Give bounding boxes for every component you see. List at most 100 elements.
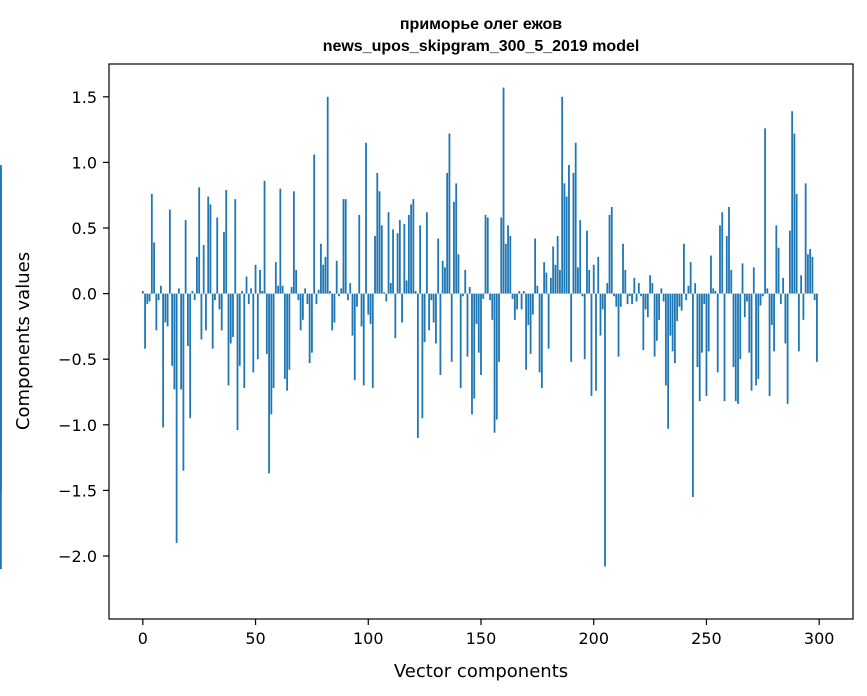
bar [701,293,703,353]
bar [588,269,591,294]
bar [671,293,674,352]
bar [809,249,812,294]
chart-title: приморье олег ежов [400,16,562,33]
bar [604,293,606,567]
bar [421,293,424,419]
bar [586,230,588,294]
x-tick-label: 250 [691,629,722,648]
bar [752,267,755,294]
bar [0,293,2,394]
bar [308,293,311,364]
bar [371,293,374,389]
y-tick-label: −1.0 [58,416,97,435]
bar [340,288,343,294]
bar [342,199,345,294]
bar [144,293,146,349]
bar [265,293,268,354]
bar [734,293,737,402]
bar [797,293,800,352]
bar [286,293,289,391]
bar [689,262,692,294]
bar [556,235,559,294]
bar [155,293,158,331]
bar [802,293,805,320]
bar [716,293,719,373]
bar [678,293,681,307]
bar [238,293,241,366]
x-axis-label: Vector components [394,661,568,682]
bar [653,293,656,357]
bar [270,293,273,415]
bar [292,191,295,294]
bar [683,243,685,294]
bar [595,293,597,391]
bar [773,293,775,352]
bar [141,290,144,294]
bar [299,293,302,331]
bar [374,235,376,294]
bar [444,267,446,294]
bar [642,293,645,351]
bar [425,212,428,294]
bar [692,293,694,497]
bar [423,293,426,343]
bar [739,293,742,360]
bar [437,238,440,294]
bar [326,96,329,294]
bar [484,214,487,294]
bar [644,293,647,310]
bar [601,293,604,310]
bar [547,293,550,349]
bar [540,293,543,389]
bar [320,243,322,294]
bar [207,196,210,294]
bar [811,256,814,294]
x-tick-label: 200 [578,629,609,648]
y-axis-label: Components values [13,252,34,430]
x-tick-label: 150 [466,629,497,648]
bar [516,293,518,310]
bar [755,293,757,386]
bar [696,293,699,368]
bar [640,293,642,297]
bar [331,293,334,331]
bar [450,293,453,362]
bar [525,293,527,370]
bar [477,293,480,353]
bar [779,293,782,305]
bar [552,246,555,294]
bar [687,285,690,294]
bar [200,293,203,340]
bars-group [0,87,818,570]
bar [471,293,473,415]
bar [187,293,189,347]
bar [633,277,636,294]
bar [590,293,593,396]
bar [622,243,624,294]
bar [448,133,451,294]
bar [714,290,717,294]
bar [281,285,284,294]
bar [277,285,279,294]
bar [401,293,403,323]
bar [637,283,640,294]
bar [757,293,760,379]
bar [606,283,609,294]
bar [171,293,174,366]
bar [353,293,356,381]
bar [306,293,309,305]
bar [259,269,261,294]
bar [619,293,622,307]
bar [369,293,372,324]
chart-subtitle: news_upos_skipgram_300_5_2019 model [323,38,640,55]
bar [719,225,721,294]
bar [175,293,178,543]
bar [597,256,600,294]
bar [579,220,582,294]
bar [782,277,785,294]
bar [723,293,726,402]
bar [274,262,277,294]
bar [441,260,444,294]
bar [243,293,246,389]
